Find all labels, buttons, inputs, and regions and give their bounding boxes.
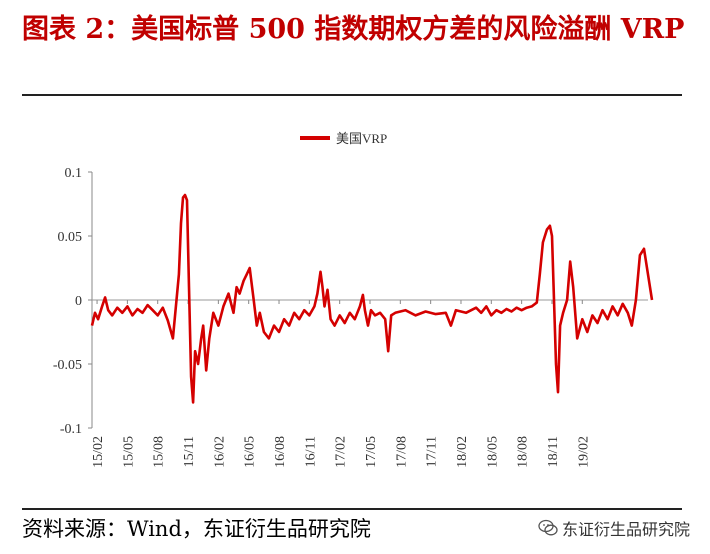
y-tick-label: -0.05 (53, 358, 82, 373)
y-tick-label: 0.05 (58, 230, 83, 245)
legend-label: 美国VRP (336, 131, 387, 146)
vrp-line-chart: 美国VRP 0.1 0.05 0 -0.05 -0.1 15/02 15/05 15/08 15… (53, 131, 654, 468)
top-divider (22, 94, 682, 96)
watermark-label: 东证衍生品研究院 (561, 520, 690, 539)
chart-legend: 美国VRP (300, 131, 387, 146)
x-tick-label: 17/11 (425, 436, 440, 467)
chart-title: 图表 2：美国标普 500 指数期权方差的风险溢酬 VRP (22, 14, 685, 45)
wechat-icon (538, 519, 558, 536)
source-note: 资料来源：Wind，东证衍生品研究院 (22, 517, 371, 541)
x-tick-label: 17/05 (364, 436, 379, 468)
x-tick-label: 15/11 (182, 436, 197, 467)
x-tick-label: 15/02 (91, 436, 106, 468)
x-tick-label: 15/05 (121, 436, 136, 468)
x-tick-label: 16/11 (303, 436, 318, 467)
x-tick-label: 17/02 (334, 436, 349, 468)
watermark: 东证衍生品研究院 (538, 516, 690, 540)
chart-plot-area (90, 193, 654, 404)
x-tick-label: 17/08 (394, 436, 409, 468)
x-tick-label: 18/11 (546, 436, 561, 467)
y-tick-label: 0 (75, 294, 82, 309)
x-tick-label: 18/05 (485, 436, 500, 468)
x-tick-label: 16/08 (273, 436, 288, 468)
y-tick-label: 0.1 (65, 166, 83, 181)
x-tick-label: 18/08 (516, 436, 531, 468)
x-tick-label: 16/02 (212, 436, 227, 468)
chart-axes: 0.1 0.05 0 -0.05 -0.1 15/02 15/05 15/08 15/11 16/… (53, 166, 648, 468)
series-line-us-vrp (90, 193, 654, 404)
x-tick-label: 16/05 (243, 436, 258, 468)
x-tick-label: 15/08 (152, 436, 167, 468)
y-tick-label: -0.1 (60, 422, 82, 437)
x-tick-label: 19/02 (576, 436, 591, 468)
x-tick-label: 18/02 (455, 436, 470, 468)
bottom-divider (22, 508, 682, 510)
